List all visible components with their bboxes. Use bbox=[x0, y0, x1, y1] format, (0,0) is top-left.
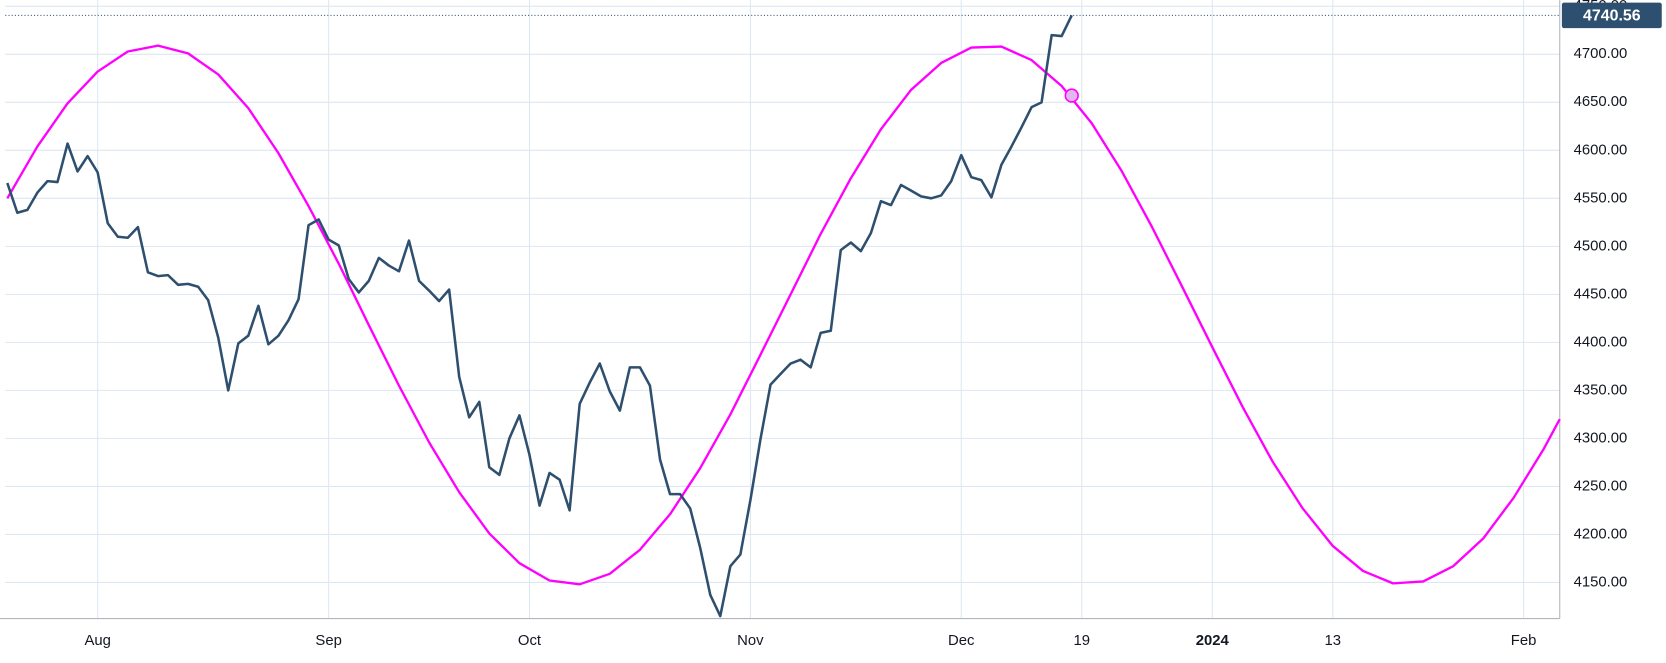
cycle-marker bbox=[1064, 88, 1079, 103]
y-tick-label: 4600.00 bbox=[1574, 142, 1628, 158]
series-line bbox=[6, 44, 1561, 586]
y-tick-label: 4450.00 bbox=[1574, 286, 1628, 302]
x-tick-label: Feb bbox=[1511, 633, 1537, 649]
y-tick-label: 4250.00 bbox=[1574, 478, 1628, 494]
y-tick-label: 4400.00 bbox=[1574, 334, 1628, 350]
y-tick-label: 4350.00 bbox=[1574, 382, 1628, 398]
last-price-label: 4740.56 bbox=[1583, 8, 1641, 25]
x-tick-label: 13 bbox=[1325, 633, 1342, 649]
y-tick-label: 4300.00 bbox=[1574, 430, 1628, 446]
y-tick-label: 4650.00 bbox=[1574, 94, 1628, 110]
y-tick-label: 4200.00 bbox=[1574, 526, 1628, 542]
x-tick-label: Oct bbox=[518, 633, 542, 649]
x-tick-label: Aug bbox=[84, 633, 110, 649]
last-price-box bbox=[1561, 2, 1662, 29]
x-tick-label: 19 bbox=[1074, 633, 1091, 649]
y-tick-label: 4150.00 bbox=[1574, 574, 1628, 590]
y-tick-label: 4550.00 bbox=[1574, 190, 1628, 206]
y-tick-label: 4500.00 bbox=[1574, 238, 1628, 254]
series-line bbox=[6, 14, 1073, 618]
y-tick-label: 4700.00 bbox=[1574, 46, 1628, 62]
x-tick-label: Sep bbox=[315, 633, 341, 649]
x-tick-label: Dec bbox=[948, 633, 975, 649]
x-tick-label: 2024 bbox=[1196, 633, 1230, 649]
x-tick-label: Nov bbox=[737, 633, 764, 649]
